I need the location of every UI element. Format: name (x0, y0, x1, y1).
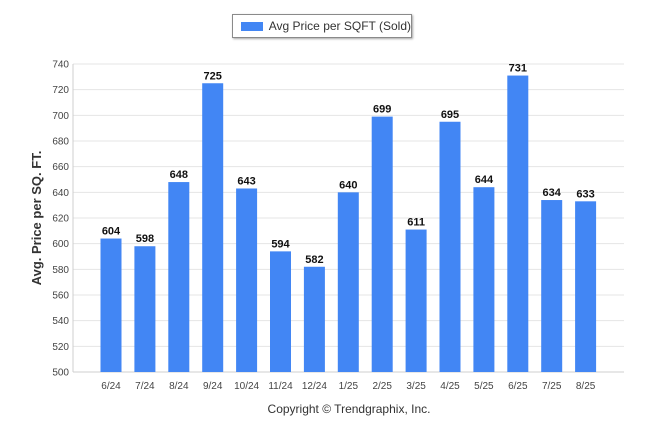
bar (371, 116, 393, 372)
y-tick-label: 700 (52, 111, 69, 122)
y-tick-label: 680 (52, 137, 69, 148)
x-tick-label: 9/24 (203, 381, 223, 392)
x-tick-label: 6/24 (101, 381, 121, 392)
legend-swatch (241, 21, 263, 31)
y-tick-label: 660 (52, 162, 69, 173)
x-tick-label: 7/24 (135, 381, 155, 392)
bar (168, 182, 190, 372)
x-tick-label: 7/25 (542, 381, 562, 392)
x-tick-label: 8/25 (576, 381, 596, 392)
data-label: 582 (305, 254, 323, 266)
data-label: 611 (407, 217, 425, 229)
bar (100, 238, 122, 372)
y-tick-label: 540 (52, 316, 69, 327)
data-label: 643 (237, 175, 255, 187)
data-label: 633 (576, 188, 594, 200)
data-label: 699 (373, 104, 391, 116)
x-tick-label: 12/24 (302, 381, 327, 392)
data-label: 594 (271, 238, 290, 250)
y-tick-label: 520 (52, 342, 69, 353)
x-tick-label: 3/25 (406, 381, 426, 392)
bar (202, 83, 224, 372)
data-label: 640 (339, 179, 357, 191)
y-tick-label: 580 (52, 265, 69, 276)
bar (337, 192, 359, 372)
x-axis-ticks: 6/24 7/24 8/24 9/24 10/24 11/24 12/24 1/25 2/25 3… (101, 381, 596, 392)
x-tick-label: 1/25 (339, 381, 359, 392)
y-tick-label: 560 (52, 291, 69, 302)
data-label: 598 (136, 233, 154, 245)
data-labels: 604 598 648 725 643 594 582 640 699 611 695 644 731 6… (102, 63, 595, 266)
data-label: 604 (102, 226, 121, 238)
bar (473, 187, 495, 372)
y-tick-label: 500 (52, 368, 69, 379)
legend: Avg Price per SQFT (Sold) (232, 14, 412, 38)
bar (575, 201, 597, 372)
y-axis-label: Avg. Price per SQ. FT. (29, 151, 44, 286)
y-tick-label: 740 (52, 60, 69, 71)
x-tick-label: 4/25 (440, 381, 460, 392)
bar (507, 75, 529, 373)
data-label: 731 (509, 63, 527, 75)
data-label: 695 (441, 109, 459, 121)
data-label: 648 (170, 169, 188, 181)
y-tick-label: 720 (52, 85, 69, 96)
bar (439, 121, 461, 372)
data-label: 644 (475, 174, 494, 186)
bar (270, 251, 291, 372)
x-tick-label: 6/25 (508, 381, 528, 392)
x-tick-label: 11/24 (268, 381, 293, 392)
data-label: 725 (204, 70, 222, 82)
legend-label: Avg Price per SQFT (Sold) (268, 19, 411, 33)
bar (134, 246, 156, 372)
bars (100, 75, 597, 373)
x-tick-label: 8/24 (169, 381, 189, 392)
x-tick-label: 2/25 (372, 381, 392, 392)
bar (541, 200, 563, 372)
y-tick-label: 620 (52, 214, 69, 225)
bar (303, 266, 325, 372)
y-axis-ticks: 500 520 540 560 580 600 620 640 660 680 700 720 740 (52, 60, 69, 379)
x-tick-label: 5/25 (474, 381, 494, 392)
copyright-footer: Copyright © Trendgraphix, Inc. (268, 402, 431, 416)
data-label: 634 (543, 187, 562, 199)
y-tick-label: 640 (52, 188, 69, 199)
y-tick-label: 600 (52, 239, 69, 250)
x-tick-label: 10/24 (234, 381, 259, 392)
bar (405, 229, 427, 372)
bar (236, 188, 258, 372)
